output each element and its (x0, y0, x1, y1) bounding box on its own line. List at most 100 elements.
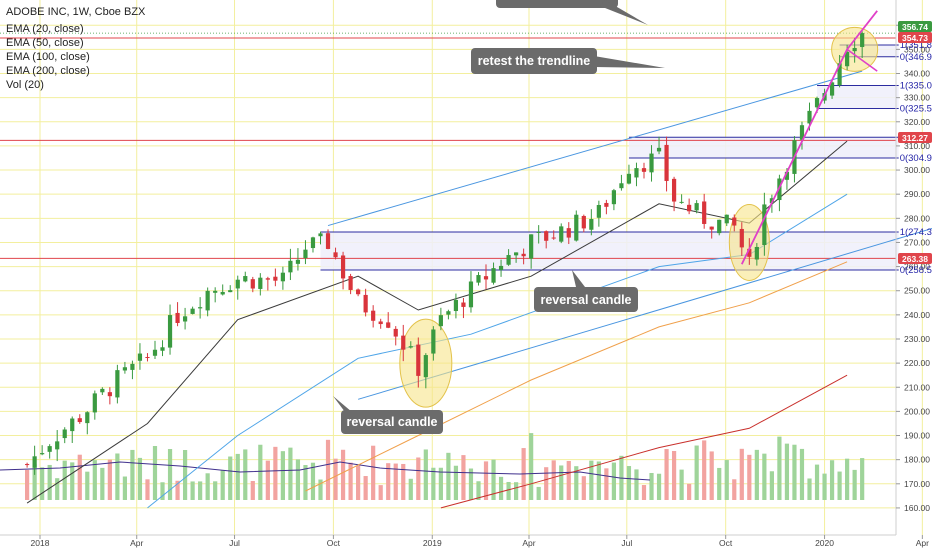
callout-box (534, 287, 638, 312)
volume-bar (536, 486, 541, 500)
candle-body (814, 98, 820, 108)
volume-bar (498, 476, 504, 500)
candle-body (453, 299, 459, 312)
callout-reversal-low: reversal candle (333, 396, 443, 434)
y-tick-label: 250.00 (904, 286, 930, 296)
y-tick-label: 210.00 (904, 382, 930, 392)
candle-body (709, 226, 714, 230)
y-tick-label: 190.00 (904, 431, 930, 441)
candle-body (521, 253, 526, 257)
volume-bar (852, 469, 857, 500)
price-tag-level-top-text: 354.73 (902, 33, 928, 43)
candle-body (280, 272, 285, 282)
y-tick-label: 230.00 (904, 334, 930, 344)
candle-body (258, 277, 263, 289)
candle-body (694, 203, 699, 211)
volume-bar (77, 454, 82, 500)
candle-body (250, 279, 255, 289)
candle-body (762, 204, 767, 245)
volume-bar (190, 481, 195, 500)
price-tag-box (898, 132, 932, 143)
ema-line (305, 261, 848, 492)
volume-bar (408, 478, 413, 500)
volume-bar (340, 449, 346, 500)
volume-bar (446, 452, 451, 500)
candle-body (491, 268, 496, 283)
volume-bar (641, 485, 647, 500)
x-tick-label: Jul (621, 538, 632, 548)
fib-label: 0(258.59) (900, 265, 932, 276)
callouts: reversal candle reversal candle retest t… (333, 0, 665, 434)
volume-bar (220, 470, 225, 500)
candle-body (100, 388, 105, 393)
candle-body (198, 307, 203, 309)
volume-bar (137, 457, 143, 500)
volume-bar (325, 439, 331, 500)
volume-bar (483, 461, 489, 500)
volume-bar (596, 461, 601, 500)
volume-bar (62, 460, 67, 500)
price-tag-current: 356.74 (898, 21, 932, 32)
callout-box (496, 0, 618, 8)
candle-body (581, 215, 586, 229)
volume-bar (799, 448, 805, 500)
volume-bar (626, 466, 632, 500)
volume-bar (100, 467, 105, 500)
volume-bar (679, 469, 684, 500)
y-tick-label: 270.00 (904, 237, 930, 247)
candle-body (596, 205, 601, 218)
volume-bar (822, 473, 827, 500)
volume-bar (769, 471, 774, 500)
candle-body (461, 302, 466, 307)
candle-body (288, 260, 293, 273)
volume-bar (860, 458, 865, 500)
volume-bar (205, 473, 210, 500)
legend-title: ADOBE INC, 1W, Cboe BZX (6, 6, 146, 18)
candle-body (829, 82, 835, 96)
volume-bar (356, 465, 361, 500)
candle-body (152, 349, 158, 356)
candle-body (220, 291, 225, 295)
candle-body (687, 204, 692, 212)
volume-bar (70, 462, 75, 500)
volume-bar (371, 445, 376, 500)
candle-body (310, 237, 316, 249)
candle-body (371, 310, 376, 321)
candle-body (769, 198, 774, 204)
trendline-upper (327, 70, 863, 227)
candle-body (145, 357, 150, 359)
candle-body (431, 329, 436, 354)
candle-body (574, 214, 579, 241)
volume-bar (175, 480, 180, 500)
fib-zone (817, 85, 899, 109)
y-tick-label: 290.00 (904, 189, 930, 199)
volume-bar (551, 460, 556, 500)
callout-pointer (600, 0, 648, 25)
candle-body (190, 308, 195, 314)
candle-body (70, 418, 75, 432)
volume-bar (235, 453, 240, 500)
volume-bar (514, 482, 519, 500)
fib-label: 1(274.34) (900, 227, 932, 238)
volume-bar (814, 464, 820, 500)
volume-bar (491, 459, 496, 500)
volume-bar (837, 471, 842, 500)
candle-body (182, 316, 188, 322)
volume-bar (122, 476, 128, 500)
volume-bar (754, 449, 759, 500)
fib-zones (320, 44, 899, 271)
x-tick-label: 2019 (423, 538, 442, 548)
x-tick-label: Oct (719, 538, 733, 548)
volume-bar (461, 455, 466, 500)
candle-body (235, 279, 240, 289)
callout-text-reversal-mid: reversal candle (540, 293, 631, 307)
y-tick-label: 330.00 (904, 93, 930, 103)
price-tag-current-text: 356.74 (902, 22, 928, 32)
retest-arrow (846, 48, 878, 72)
legend-ema20: EMA (20, close) (6, 23, 84, 35)
volume-bar (55, 478, 60, 500)
fib-zone (628, 137, 899, 159)
price-tag-resistance-low: 263.38 (898, 253, 932, 264)
volume-bar (792, 444, 797, 500)
